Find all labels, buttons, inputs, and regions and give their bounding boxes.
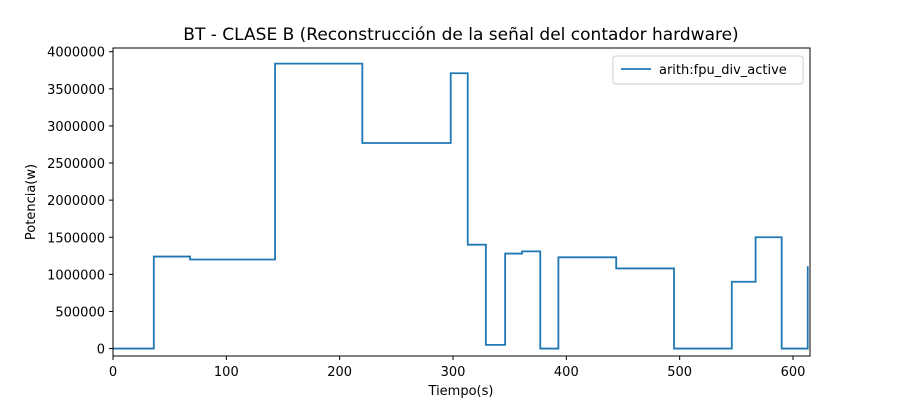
x-axis-label: Tiempo(s) [428,384,494,399]
series-line [113,62,809,350]
y-tick-label: 500000 [55,305,105,320]
y-tick-label: 1000000 [47,268,105,283]
y-tick-label: 1500000 [47,231,105,246]
legend-box [612,55,804,85]
x-tick-label: 500 [667,365,692,380]
plot-area [113,62,809,350]
x-axis: 0 100 200 300 400 500 600 [109,356,806,380]
y-axis-label: Potencia(w) [24,164,39,240]
y-tick-label: 2500000 [47,157,105,172]
y-tick-label: 4000000 [47,46,105,61]
y-tick-label: 3000000 [47,120,105,135]
x-tick-label: 200 [327,365,352,380]
x-tick-label: 0 [109,365,117,380]
x-tick-label: 600 [781,365,806,380]
y-tick-label: 2000000 [47,194,105,209]
x-tick-label: 400 [554,365,579,380]
x-tick-label: 300 [441,365,466,380]
y-tick-label: 3500000 [47,83,105,98]
legend: arith:fpu_div_active [612,55,804,85]
x-tick-label: 100 [214,365,239,380]
plot-frame [112,47,811,357]
legend-label: arith:fpu_div_active [659,63,787,78]
y-axis: 0 500000 1000000 1500000 2000000 2500000 30000… [47,46,113,358]
chart-title: BT - CLASE B (Reconstrucción de la señal… [183,25,738,45]
y-tick-label: 0 [97,343,105,358]
